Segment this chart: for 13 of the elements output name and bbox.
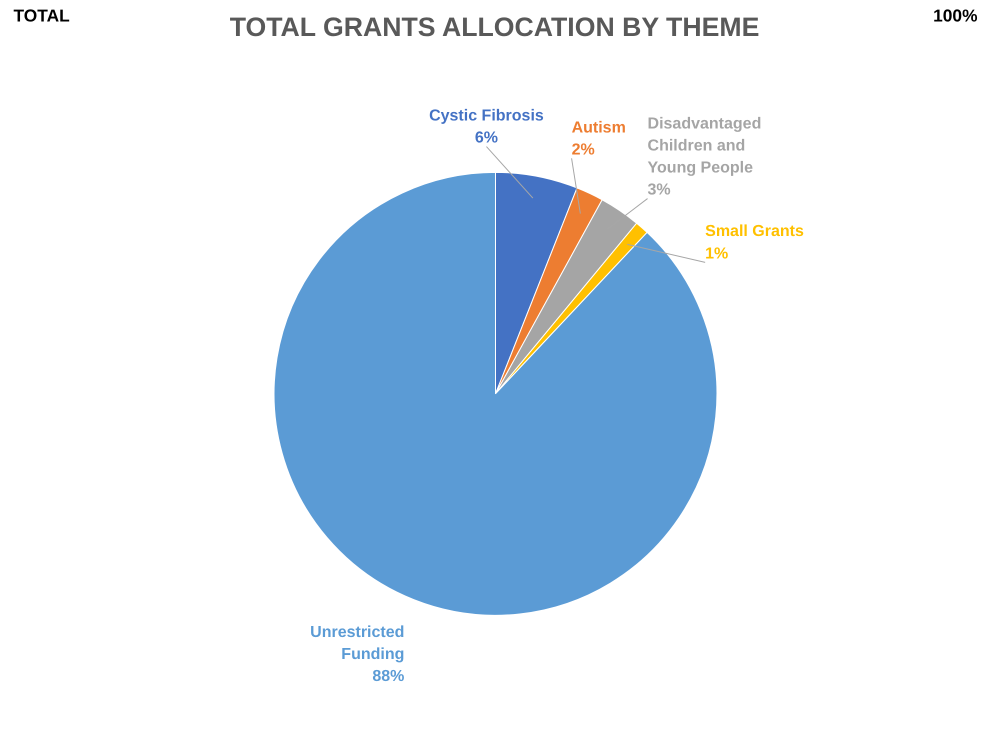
data-label: 1% xyxy=(705,245,728,262)
text: TOTAL xyxy=(14,6,70,26)
chart-title: TOTAL GRANTS ALLOCATION BY THEME xyxy=(230,12,760,42)
data-label: 88% xyxy=(372,668,404,686)
slice-label: Unrestricted Funding xyxy=(310,624,404,664)
data-label: 6% xyxy=(474,130,498,147)
slice-label: Autism xyxy=(572,119,626,136)
data-label: 3% xyxy=(648,182,671,199)
slice-label: Cystic Fibrosis xyxy=(429,107,544,124)
slice-label: Disadvantaged Children and Young People xyxy=(648,115,762,176)
text: 100% xyxy=(933,6,978,26)
slice-label: Small Grants xyxy=(705,223,804,240)
data-label: 2% xyxy=(572,141,595,158)
